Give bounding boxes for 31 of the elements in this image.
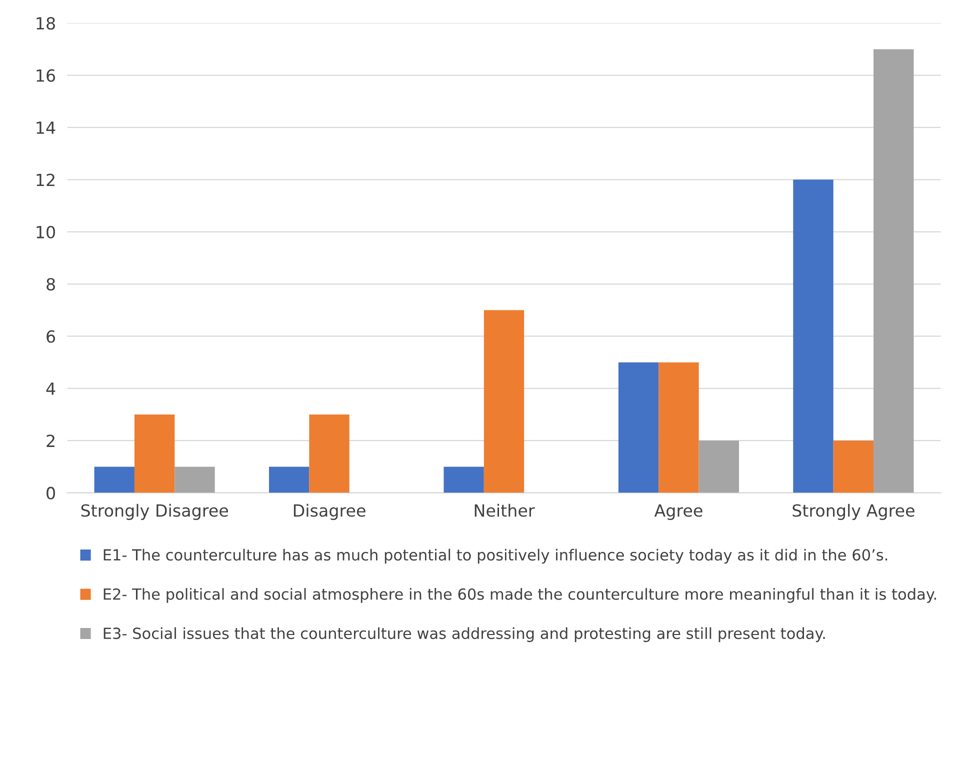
y-tick-label: 16 (36, 69, 56, 82)
legend-label: E1- The counterculture has as much potential to positively influence society today as it did in the 60’s. (104, 548, 888, 564)
y-tick-label: 8 (46, 278, 55, 291)
y-tick-label: 12 (36, 174, 54, 186)
x-tick-label: Strongly Disagree (81, 504, 228, 520)
bar (658, 362, 699, 493)
bar (698, 440, 739, 493)
bar (833, 440, 874, 493)
x-tick-label: Disagree (294, 504, 366, 520)
x-tick-label: Neither (474, 504, 535, 517)
legend-label: E2- The political and social atmosphere in the 60s made the counterculture more meaningful than it is today. (104, 588, 936, 603)
y-tick-label: 10 (36, 226, 55, 238)
y-tick-label: 0 (46, 486, 55, 500)
bar (309, 414, 350, 493)
y-tick-label: 18 (36, 17, 55, 30)
bar (793, 180, 834, 493)
bar (874, 49, 914, 493)
bar (618, 362, 659, 493)
x-tick-label: Strongly Agree (792, 504, 914, 520)
bar (174, 466, 215, 493)
legend-label: E3- Social issues that the counterculture was addressing and protesting are still present today. (104, 627, 825, 642)
bar (444, 466, 484, 493)
y-tick-label: 4 (46, 382, 56, 395)
bar (269, 466, 310, 493)
bar (94, 466, 134, 493)
bar (134, 414, 175, 493)
bar (484, 310, 524, 493)
y-tick-label: 6 (46, 330, 56, 343)
y-tick-label: 14 (36, 122, 56, 134)
x-tick-label: Agree (654, 504, 702, 520)
y-tick-label: 2 (46, 434, 54, 447)
